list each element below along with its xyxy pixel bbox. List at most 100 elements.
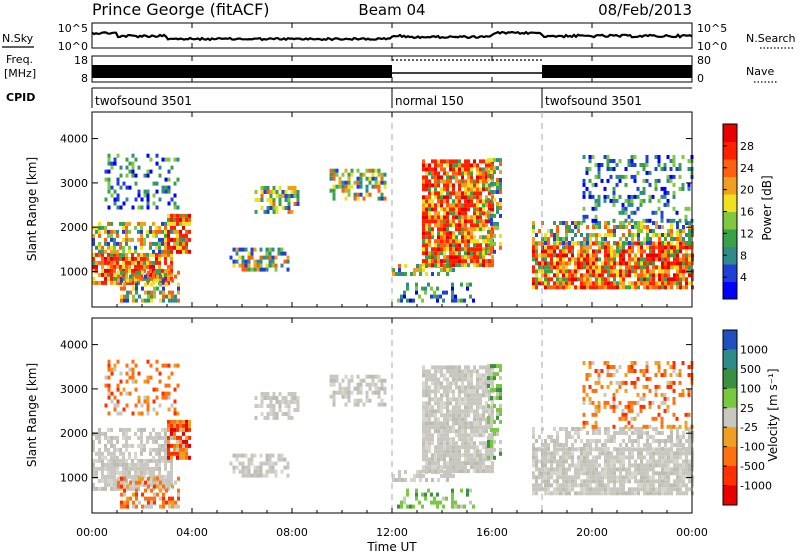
power-cell	[120, 294, 123, 299]
velocity-cell	[598, 471, 601, 476]
power-cell	[664, 265, 667, 270]
power-cell	[356, 180, 360, 185]
power-cell	[643, 281, 646, 286]
power-cell	[380, 180, 384, 185]
velocity-cell	[470, 429, 473, 434]
power-cell	[146, 272, 149, 277]
power-cell	[458, 239, 461, 244]
velocity-cell	[440, 437, 443, 442]
velocity-cell	[359, 386, 363, 391]
power-cell	[582, 190, 586, 195]
velocity-cell	[467, 421, 470, 426]
velocity-cell	[538, 447, 541, 451]
power-cell	[170, 256, 173, 261]
velocity-cell	[588, 384, 592, 389]
velocity-cell	[487, 443, 490, 448]
power-cell	[140, 233, 143, 238]
velocity-cell	[179, 427, 182, 432]
velocity-cell	[422, 457, 425, 462]
velocity-cell	[604, 459, 607, 464]
power-cell	[655, 285, 658, 290]
power-cell	[425, 272, 428, 276]
velocity-cell	[595, 471, 598, 476]
velocity-cell	[678, 373, 682, 377]
power-cell	[335, 168, 339, 173]
velocity-cell	[658, 459, 661, 464]
power-cell	[164, 185, 168, 190]
power-cell	[473, 159, 476, 164]
power-cell	[174, 298, 177, 303]
velocity-cell	[606, 384, 610, 389]
velocity-cell	[167, 419, 170, 424]
velocity-cell	[110, 427, 113, 432]
velocity-cell	[550, 459, 553, 464]
velocity-cell	[470, 425, 473, 430]
power-cell	[630, 174, 634, 179]
power-cell	[116, 280, 119, 285]
power-cell	[597, 170, 601, 175]
velocity-cell	[458, 369, 461, 374]
velocity-cell	[434, 385, 437, 390]
power-cell	[550, 249, 553, 254]
velocity-cell	[673, 487, 676, 492]
power-cell	[140, 229, 143, 234]
power-cell	[170, 245, 173, 250]
power-cell	[278, 202, 282, 206]
power-cell	[630, 218, 634, 223]
power-cell	[586, 257, 589, 262]
velocity-cell	[458, 401, 461, 406]
velocity-cell	[610, 471, 613, 476]
power-cell	[461, 235, 464, 240]
velocity-cell	[673, 471, 676, 476]
velocity-cell	[125, 466, 128, 471]
power-cell	[688, 233, 691, 237]
power-cell	[449, 263, 452, 268]
power-cell	[597, 174, 601, 179]
velocity-cell	[421, 504, 424, 509]
velocity-cell	[643, 483, 646, 488]
power-cell	[271, 247, 275, 252]
colorbar-segment	[723, 176, 737, 195]
power-cell	[428, 243, 431, 248]
power-cell	[392, 268, 395, 272]
power-cell	[443, 179, 446, 184]
power-cell	[167, 189, 171, 194]
power-cell	[476, 183, 479, 188]
velocity-cell	[254, 404, 258, 408]
velocity-cell	[125, 474, 128, 479]
power-cell	[446, 235, 449, 240]
power-cell	[642, 198, 646, 203]
velocity-cell	[269, 408, 273, 412]
velocity-cell	[606, 400, 610, 405]
power-cell	[667, 241, 670, 246]
power-cell	[268, 263, 272, 268]
power-cell	[613, 253, 616, 258]
velocity-cell	[479, 413, 482, 418]
power-cell	[642, 190, 646, 195]
velocity-cell	[126, 500, 129, 505]
velocity-cell	[625, 455, 628, 460]
velocity-cell	[619, 467, 622, 472]
power-cell	[613, 249, 616, 254]
power-cell	[107, 264, 110, 269]
velocity-cell	[428, 397, 431, 402]
colorbar-segment	[723, 211, 737, 230]
velocity-cell	[461, 465, 464, 470]
power-cell	[535, 257, 538, 262]
power-cell	[113, 272, 116, 277]
velocity-cell	[437, 389, 440, 394]
velocity-cell	[247, 461, 251, 466]
velocity-cell	[125, 379, 129, 384]
power-cell	[455, 211, 458, 216]
power-cell	[134, 260, 137, 265]
velocity-cell	[679, 451, 682, 456]
velocity-cell	[679, 471, 682, 476]
power-cell	[431, 255, 434, 260]
power-cell	[622, 241, 625, 245]
velocity-cell	[568, 479, 571, 484]
velocity-cell	[613, 467, 616, 472]
power-cell	[615, 174, 619, 179]
velocity-cell	[176, 363, 180, 368]
power-cell	[637, 285, 640, 290]
velocity-cell	[329, 374, 333, 379]
